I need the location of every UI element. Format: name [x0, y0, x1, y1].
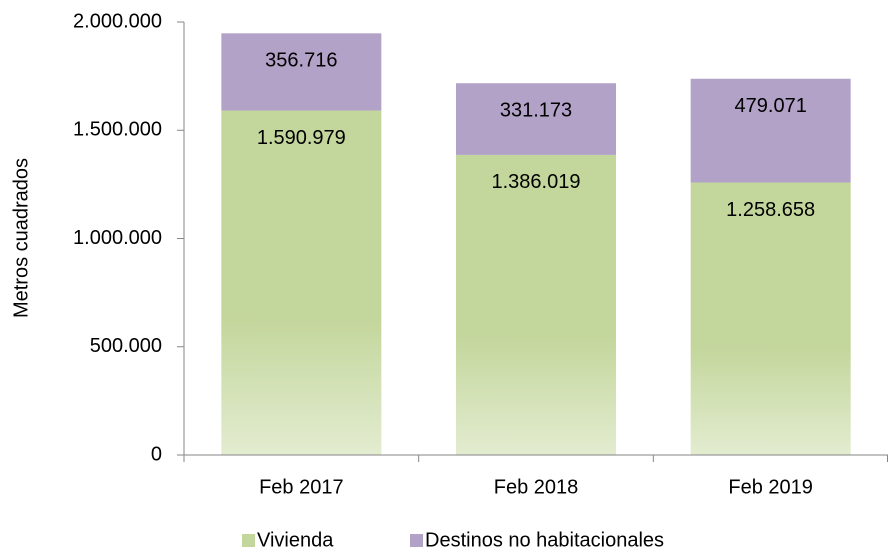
bar-segment [456, 154, 616, 455]
y-tick-label: 1.500.000 [73, 119, 162, 141]
bar-segment [690, 182, 851, 455]
legend-label: Vivienda [257, 529, 334, 551]
bar-segment [221, 33, 382, 111]
bar-segment [221, 110, 382, 456]
data-label: 479.071 [735, 95, 807, 117]
legend-swatch [242, 534, 255, 547]
data-label: 1.590.979 [257, 127, 346, 149]
data-label: 356.716 [265, 50, 337, 72]
legend-swatch [410, 534, 423, 547]
x-tick-label: Feb 2017 [259, 476, 344, 498]
x-tick-label: Feb 2018 [494, 476, 579, 498]
y-tick-label: 500.000 [90, 335, 162, 357]
bar-segment [456, 83, 616, 155]
data-label: 331.173 [500, 100, 572, 122]
data-label: 1.386.019 [492, 171, 581, 193]
data-label: 1.258.658 [726, 199, 815, 221]
legend-label: Destinos no habitacionales [425, 529, 664, 551]
y-tick-label: 1.000.000 [73, 227, 162, 249]
x-tick-label: Feb 2019 [728, 476, 813, 498]
y-tick-label: 2.000.000 [73, 10, 162, 32]
bar-segment [690, 78, 851, 183]
y-axis-title: Metros cuadrados [10, 158, 32, 318]
y-tick-label: 0 [151, 443, 162, 465]
